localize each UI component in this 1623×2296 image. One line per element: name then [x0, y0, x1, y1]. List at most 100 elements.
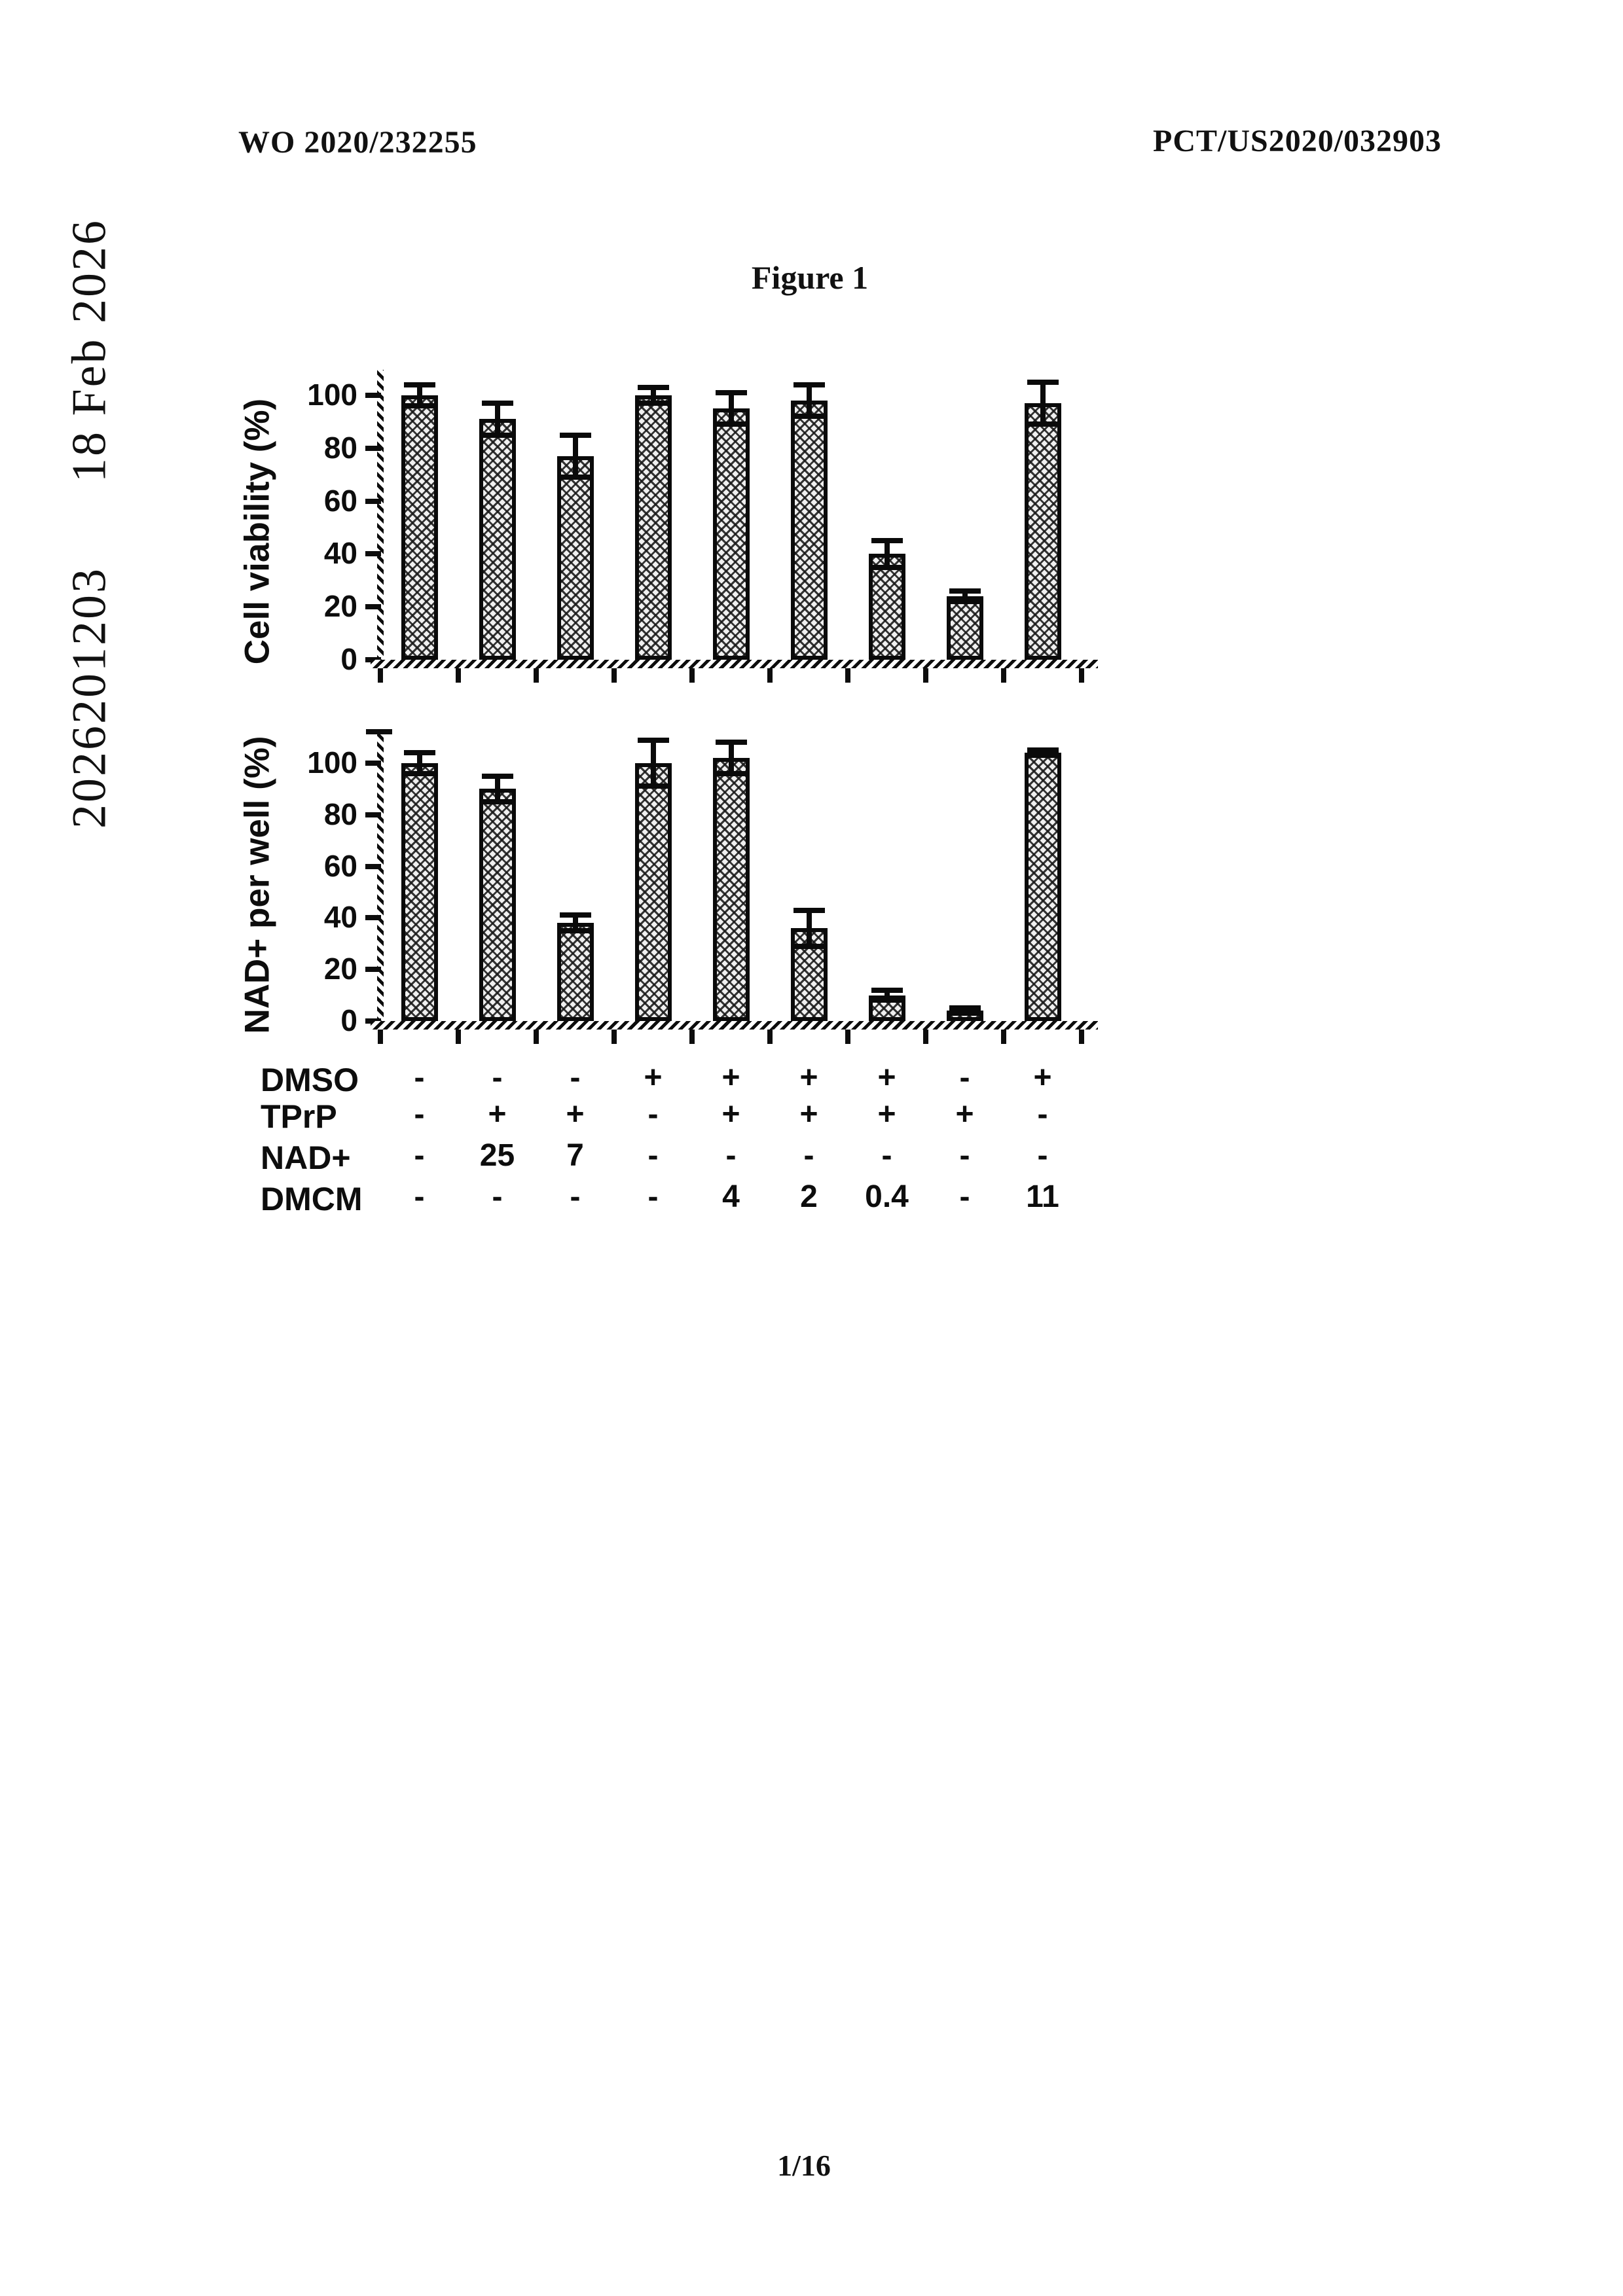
error-bar-cap-top: [715, 389, 747, 395]
treatment-cell: +: [799, 1097, 818, 1132]
y-axis-tick-label: 20: [323, 952, 357, 986]
x-axis-tick: [1079, 1030, 1084, 1044]
error-bar-line: [884, 541, 890, 567]
error-bar-cap-bottom: [1027, 422, 1059, 427]
treatment-cell: -: [803, 1138, 814, 1173]
treatment-row-label-tprp: TPrP: [261, 1098, 337, 1135]
y-axis-tick: [365, 393, 381, 398]
treatment-cell: -: [647, 1097, 659, 1132]
treatment-cell: 11: [1026, 1179, 1059, 1214]
x-axis-line: [371, 660, 1098, 668]
treatment-cell: +: [1033, 1060, 1052, 1095]
y-axis-tick-label: 80: [323, 797, 357, 831]
treatment-cell: -: [414, 1179, 425, 1214]
x-axis-tick: [456, 668, 461, 683]
treatment-cell: -: [492, 1179, 503, 1214]
treatment-cell: -: [959, 1138, 970, 1173]
error-bar-cap-top: [1027, 747, 1059, 753]
y-axis-tick-label: 80: [323, 430, 357, 465]
treatment-cell: 7: [566, 1138, 584, 1173]
error-bar-cap-top: [559, 432, 591, 438]
treatment-cell: 4: [722, 1179, 740, 1214]
x-axis-tick: [767, 668, 773, 683]
y-axis-line: [377, 732, 384, 1021]
data-bar: [556, 923, 594, 1021]
x-axis-tick: [845, 668, 850, 683]
error-bar-cap-bottom: [871, 997, 903, 1003]
error-bar-cap-bottom: [715, 422, 747, 427]
y-axis-tick-label: 20: [323, 589, 357, 624]
error-bar-line: [728, 742, 734, 774]
treatment-cell: +: [877, 1060, 896, 1095]
error-bar-cap-top: [793, 382, 825, 387]
error-bar-cap-top: [871, 987, 903, 993]
x-axis-tick: [689, 668, 695, 683]
error-bar-cap-top: [949, 1005, 981, 1011]
error-bar-cap-bottom: [637, 783, 669, 789]
y-axis-tick-label: 60: [323, 848, 357, 883]
treatment-cell: +: [799, 1060, 818, 1095]
treatment-cell: +: [955, 1097, 974, 1132]
x-axis-tick: [689, 1030, 695, 1044]
treatment-row-label-dmcm: DMCM: [261, 1181, 363, 1217]
x-axis-tick: [923, 668, 928, 683]
header-application-number: PCT/US2020/032903: [1153, 124, 1442, 158]
treatment-cell: -: [414, 1060, 425, 1095]
treatment-cell: -: [881, 1138, 892, 1173]
error-bar-cap-bottom: [559, 928, 591, 934]
treatment-cell: +: [566, 1097, 585, 1132]
data-bar: [401, 395, 438, 660]
error-bar-cap-top: [1027, 379, 1059, 385]
error-bar-line: [962, 590, 968, 602]
treatment-cell: +: [488, 1097, 507, 1132]
y-axis-tick-label: 100: [307, 745, 357, 780]
x-axis-tick: [1079, 668, 1084, 683]
data-bar: [401, 763, 438, 1021]
x-axis-tick: [845, 1030, 850, 1044]
error-bar-cap-bottom: [403, 403, 435, 409]
data-bar: [634, 395, 672, 660]
error-bar-line: [884, 990, 890, 1001]
data-bar: [712, 758, 750, 1021]
y-axis-tick-label: 100: [307, 378, 357, 412]
x-axis-tick: [534, 1030, 539, 1044]
data-bar: [868, 554, 905, 660]
y-axis-tick-label: 60: [323, 483, 357, 518]
error-bar-cap-bottom: [559, 475, 591, 480]
treatment-cell: -: [414, 1138, 425, 1173]
y-axis-tick: [365, 812, 381, 817]
data-bar: [712, 408, 750, 660]
error-bar-line: [572, 915, 578, 931]
data-bar: [556, 456, 594, 660]
error-bar-cap-bottom: [793, 414, 825, 420]
treatment-cell: +: [721, 1060, 740, 1095]
error-bar-cap-top: [403, 382, 435, 387]
error-bar-line: [806, 384, 812, 417]
error-bar-cap-top: [637, 737, 669, 743]
error-bar-cap-top: [637, 384, 669, 390]
error-bar-cap-bottom: [481, 799, 513, 805]
treatment-cell: -: [492, 1060, 503, 1095]
error-bar-cap-bottom: [949, 1011, 981, 1016]
treatment-cell: -: [414, 1097, 425, 1132]
error-bar-line: [650, 387, 656, 404]
y-axis-tick-label: 40: [323, 900, 357, 935]
y-axis-tick: [365, 445, 381, 451]
margin-stamp-vertical-text: 2026201203 18 Feb 2026: [62, 219, 117, 829]
y-axis-line: [377, 370, 384, 660]
error-bar-cap-bottom: [715, 770, 747, 776]
treatment-cell: -: [1037, 1097, 1048, 1132]
data-bar: [634, 763, 672, 1021]
y-axis-tick: [365, 967, 381, 973]
error-bar-line: [494, 403, 500, 435]
error-bar-cap-top: [403, 750, 435, 756]
error-bar-cap-top: [481, 773, 513, 779]
error-bar-cap-top: [871, 538, 903, 544]
y-axis-tick: [365, 551, 381, 557]
y-axis-top-tick: [366, 729, 392, 734]
error-bar-line: [650, 740, 656, 787]
